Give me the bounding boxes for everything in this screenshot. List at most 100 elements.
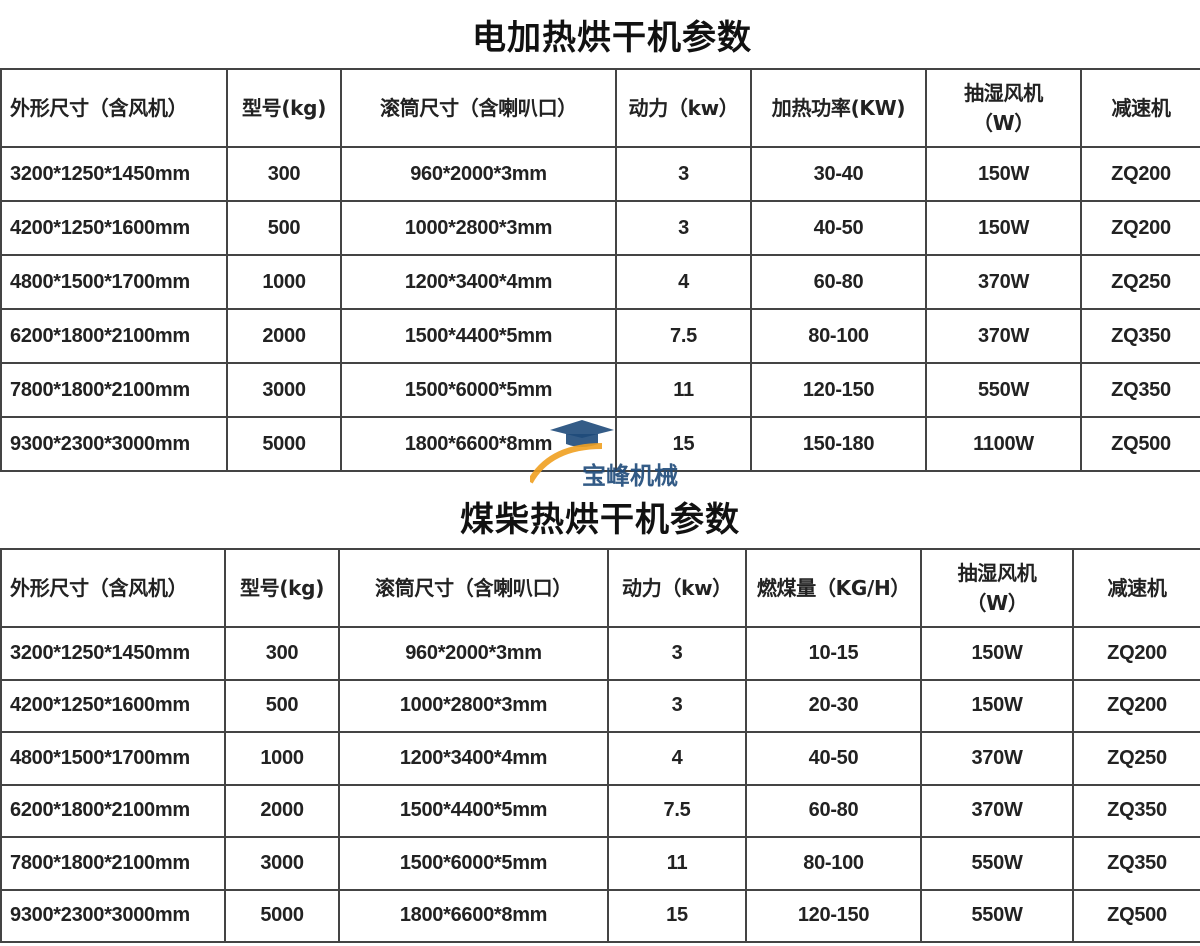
table-cell: ZQ350 <box>1080 362 1200 418</box>
table-cell: 4800*1500*1700mm <box>0 731 226 786</box>
table-cell: 3 <box>607 678 747 733</box>
table-cell: 15 <box>607 888 747 943</box>
table-cell: 960*2000*3mm <box>340 146 617 202</box>
coal-dryer-title: 煤柴热烘干机参数 <box>460 500 740 540</box>
table-row: 4200*1250*1600mm 500 1000*2800*3mm 3 20-30 15… <box>0 678 1200 733</box>
table-cell: 4200*1250*1600mm <box>0 678 226 733</box>
table-cell: 6200*1800*2100mm <box>0 783 226 838</box>
table-row: 4800*1500*1700mm 1000 1200*3400*4mm 4 60-80 3… <box>0 254 1200 310</box>
table-cell: 150W <box>920 678 1074 733</box>
column-header: 动力（kw） <box>615 68 752 148</box>
table-cell: 150-180 <box>750 416 927 472</box>
table-cell: 370W <box>920 731 1074 786</box>
table-cell: ZQ250 <box>1080 254 1200 310</box>
table-cell: 1500*4400*5mm <box>340 308 617 364</box>
table-cell: 20-30 <box>745 678 922 733</box>
table-row: 6200*1800*2100mm 2000 1500*4400*5mm 7.5 80-1… <box>0 308 1200 364</box>
table-cell: 550W <box>920 888 1074 943</box>
table-cell: 15 <box>615 416 752 472</box>
table-cell: 1000 <box>224 731 340 786</box>
table-cell: 3000 <box>226 362 342 418</box>
table-cell: 4 <box>615 254 752 310</box>
table-row: 4200*1250*1600mm 500 1000*2800*3mm 3 40-50 15… <box>0 200 1200 256</box>
table-cell: 500 <box>226 200 342 256</box>
table-cell: 1000*2800*3mm <box>338 678 609 733</box>
electric-dryer-spec-table: 外形尺寸（含风机） 型号(kg) 滚筒尺寸（含喇叭口） 动力（kw） 加热功率(KW) 抽… <box>0 68 1200 472</box>
table-cell: ZQ350 <box>1072 836 1200 891</box>
column-header: 滚筒尺寸（含喇叭口） <box>340 68 617 148</box>
table-cell: 300 <box>226 146 342 202</box>
table-row: 9300*2300*3000mm 5000 1800*6600*8mm 15 120-1… <box>0 888 1200 943</box>
table-header-row: 外形尺寸（含风机） 型号(kg) 滚筒尺寸（含喇叭口） 动力（kw） 加热功率(KW) 抽… <box>0 68 1200 148</box>
table-cell: ZQ350 <box>1080 308 1200 364</box>
table-cell: 40-50 <box>750 200 927 256</box>
column-header: 减速机 <box>1072 548 1200 628</box>
table-cell: 3200*1250*1450mm <box>0 626 226 681</box>
table-cell: 550W <box>925 362 1082 418</box>
table-cell: 3 <box>615 146 752 202</box>
table-cell: 4800*1500*1700mm <box>0 254 228 310</box>
table-cell: ZQ350 <box>1072 783 1200 838</box>
column-header: 燃煤量（KG/H） <box>745 548 922 628</box>
table-cell: 6200*1800*2100mm <box>0 308 228 364</box>
table-cell: 9300*2300*3000mm <box>0 888 226 943</box>
table-cell: 1100W <box>925 416 1082 472</box>
table-cell: 370W <box>925 308 1082 364</box>
table-cell: 1800*6600*8mm <box>338 888 609 943</box>
table-cell: 7.5 <box>615 308 752 364</box>
table-cell: 500 <box>224 678 340 733</box>
table-cell: ZQ200 <box>1080 200 1200 256</box>
coal-dryer-spec-table: 外形尺寸（含风机） 型号(kg) 滚筒尺寸（含喇叭口） 动力（kw） 燃煤量（KG/H）… <box>0 548 1200 943</box>
table-cell: 2000 <box>224 783 340 838</box>
column-header: 滚筒尺寸（含喇叭口） <box>338 548 609 628</box>
column-header: 动力（kw） <box>607 548 747 628</box>
table-cell: 4200*1250*1600mm <box>0 200 228 256</box>
graduation-cap-icon <box>550 420 614 438</box>
column-header: 型号(kg) <box>226 68 342 148</box>
table-cell: 1200*3400*4mm <box>340 254 617 310</box>
table-cell: 150W <box>920 626 1074 681</box>
company-logo-watermark: 宝峰机械 <box>530 420 678 490</box>
table-cell: ZQ200 <box>1080 146 1200 202</box>
table-cell: 9300*2300*3000mm <box>0 416 228 472</box>
table-header-row: 外形尺寸（含风机） 型号(kg) 滚筒尺寸（含喇叭口） 动力（kw） 燃煤量（KG/H）… <box>0 548 1200 628</box>
table-cell: 11 <box>615 362 752 418</box>
table-cell: ZQ200 <box>1072 626 1200 681</box>
table-cell: 60-80 <box>750 254 927 310</box>
table-cell: 3 <box>615 200 752 256</box>
table-row: 9300*2300*3000mm 5000 1800*6600*8mm 15 150-1… <box>0 416 1200 472</box>
table-cell: 5000 <box>226 416 342 472</box>
column-header: 抽湿风机（W） <box>925 68 1082 148</box>
column-header: 外形尺寸（含风机） <box>0 68 228 148</box>
table-cell: 370W <box>925 254 1082 310</box>
table-row: 6200*1800*2100mm 2000 1500*4400*5mm 7.5 60-8… <box>0 783 1200 838</box>
table-cell: 150W <box>925 200 1082 256</box>
column-header: 加热功率(KW) <box>750 68 927 148</box>
table-cell: 11 <box>607 836 747 891</box>
table-cell: 7800*1800*2100mm <box>0 836 226 891</box>
table-cell: ZQ200 <box>1072 678 1200 733</box>
table-row: 3200*1250*1450mm 300 960*2000*3mm 3 10-15 150… <box>0 626 1200 681</box>
table-row: 7800*1800*2100mm 3000 1500*6000*5mm 11 80-10… <box>0 836 1200 891</box>
table-cell: 300 <box>224 626 340 681</box>
table-cell: 40-50 <box>745 731 922 786</box>
electric-dryer-title: 电加热烘干机参数 <box>472 18 752 58</box>
table-cell: 1000 <box>226 254 342 310</box>
table-cell: 2000 <box>226 308 342 364</box>
table-cell: ZQ500 <box>1080 416 1200 472</box>
table-row: 7800*1800*2100mm 3000 1500*6000*5mm 11 120-1… <box>0 362 1200 418</box>
table-cell: 370W <box>920 783 1074 838</box>
table-cell: 1500*6000*5mm <box>340 362 617 418</box>
column-header: 型号(kg) <box>224 548 340 628</box>
table-cell: 960*2000*3mm <box>338 626 609 681</box>
table-cell: 7.5 <box>607 783 747 838</box>
table-cell: 10-15 <box>745 626 922 681</box>
column-header: 减速机 <box>1080 68 1200 148</box>
table-cell: 80-100 <box>745 836 922 891</box>
column-header: 外形尺寸（含风机） <box>0 548 226 628</box>
table-cell: 1200*3400*4mm <box>338 731 609 786</box>
table-cell: 3000 <box>224 836 340 891</box>
svg-text:宝峰机械: 宝峰机械 <box>582 462 678 490</box>
table-cell: 1500*4400*5mm <box>338 783 609 838</box>
table-row: 3200*1250*1450mm 300 960*2000*3mm 3 30-40 150… <box>0 146 1200 202</box>
